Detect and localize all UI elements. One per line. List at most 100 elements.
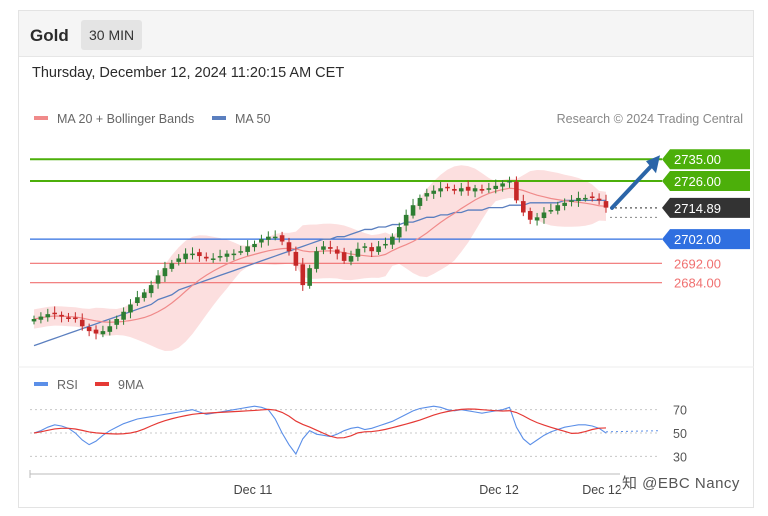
candle-body [383,243,388,246]
candle-body [445,186,450,189]
candle-body [410,205,416,216]
candle-body [286,242,292,252]
ma9-legend-label: 9MA [118,378,144,392]
x-axis-label: Dec 11 [234,483,273,497]
candle-body [52,312,57,315]
candle-body [183,253,188,260]
candle-body [562,202,567,206]
level-label-2684-00: 2684.00 [674,276,721,291]
candle-body [314,251,319,269]
credit-text: Research © 2024 Trading Central [557,112,743,126]
candle-body [569,200,574,202]
candle-body [321,246,326,250]
candle-body [169,263,175,269]
candle-body [93,329,99,334]
timeframe-badge[interactable]: 30 MIN [81,20,143,50]
candle-body [472,188,478,192]
ma50-legend-label: MA 50 [235,112,270,126]
candle-body [603,201,609,208]
forecast-arrow-shaft [610,163,654,210]
watermark: 知 @EBC Nancy [620,472,742,493]
candle-body [424,193,430,197]
ma9-legend-swatch [95,382,109,386]
candle-body [31,319,37,322]
candle-body [403,214,409,226]
candle-body [348,256,354,262]
candle-body [431,190,437,194]
candle-body [479,188,485,191]
candle-body [362,246,368,248]
chart-header: Gold 30 MIN [19,11,753,57]
forecast-arrow-head [646,155,660,174]
rsi-tick-70: 70 [673,404,687,418]
candle-body [162,268,168,277]
ma20-line [33,187,607,323]
candle-body [293,251,299,266]
candle-body [73,317,78,320]
candle-body [514,181,519,201]
candle-body [521,201,526,213]
candle-body [252,243,257,248]
candle-body [197,252,202,257]
candle-body [141,292,147,298]
candle-body [583,197,588,200]
chart-card: Gold 30 MIN Thursday, December 12, 2024 … [18,10,754,508]
candle-body [59,314,64,317]
candle-body [355,248,361,257]
candle-body [121,311,126,320]
candle-body [555,205,561,211]
candle-body [300,264,306,286]
candle-body [135,297,140,304]
candle-body [486,188,492,190]
candle-body [114,319,119,325]
candle-body [148,285,154,294]
candle-body [396,227,402,238]
timestamp: Thursday, December 12, 2024 11:20:15 AM … [32,65,345,81]
level-label-2714-89: 2714.89 [674,201,721,216]
candle-body [107,326,113,332]
level-label-2726-00: 2726.00 [674,174,721,189]
level-label-2702-00: 2702.00 [674,232,721,247]
level-label-2735-00: 2735.00 [674,152,721,167]
level-tag-2714-89 [662,197,750,218]
candle-body [279,235,285,242]
candle-body [465,186,471,191]
candle-body [45,314,51,318]
ma9-line [33,408,607,439]
candle-body [438,188,443,192]
candle-body [190,253,195,256]
candle-body [266,236,271,240]
candle-body [66,317,71,319]
candle-body [259,239,264,243]
candle-body [493,185,499,189]
rsi-projection-line [605,430,661,433]
ma50-legend-swatch [212,116,226,120]
x-axis-label: Dec 12 [479,483,519,497]
candle-body [548,210,554,212]
candle-body [589,196,595,198]
candle-body [307,268,312,286]
rsi-legend-swatch [34,382,48,386]
ma20-legend-swatch [34,116,48,120]
candle-body [417,197,423,206]
candle-body [341,252,347,261]
rsi-legend-label: RSI [57,378,78,392]
candle-body [100,331,106,335]
candle-body [328,247,333,249]
ma20-legend-label: MA 20 + Bollinger Bands [57,112,194,126]
x-axis-label: Dec 12 [582,483,622,497]
candle-body [210,258,216,260]
candle-body [86,326,92,332]
candle-body [527,211,533,220]
level-tag-2726-00 [662,171,750,191]
level-tag-2702-00 [662,229,750,250]
instrument-title: Gold [30,26,69,45]
candle-body [534,217,540,221]
candle-body [500,183,505,187]
candle-body [541,212,547,219]
rsi-tick-30: 30 [673,450,687,464]
candle-body [176,258,182,262]
candle-body [507,181,512,183]
candle-body [217,256,223,258]
